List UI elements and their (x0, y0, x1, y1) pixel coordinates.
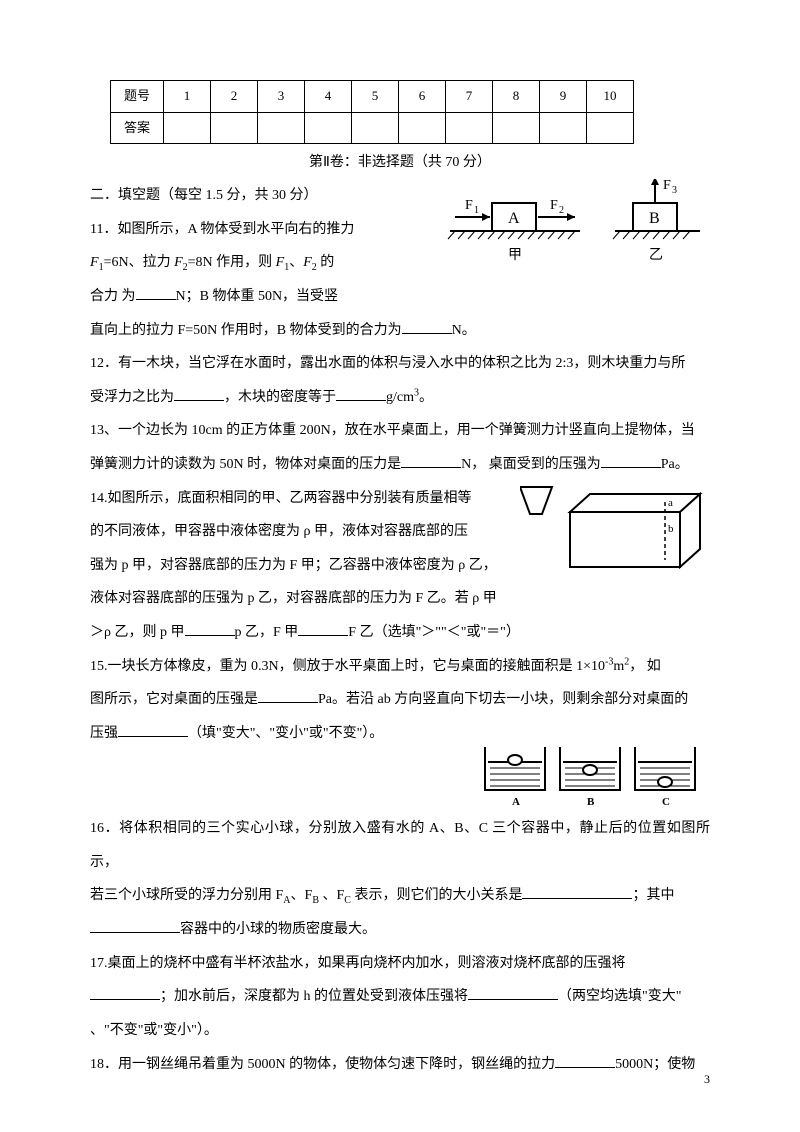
col-num: 4 (305, 81, 352, 113)
q16-line2: 若三个小球所受的浮力分别用 FA、FB 、FC 表示，则它们的大小关系是；其中 (90, 879, 710, 913)
svg-text:b: b (668, 523, 674, 535)
blank (336, 386, 386, 401)
q11-line3: 合力 为N；B 物体重 50N，当受竖 (90, 280, 710, 314)
blank (174, 386, 224, 401)
col-num: 6 (399, 81, 446, 113)
answer-table: 题号 1 2 3 4 5 6 7 8 9 10 答案 (110, 80, 634, 144)
row-label: 答案 (111, 112, 164, 144)
q16-line3: 容器中的小球的物质密度最大。 (90, 913, 710, 947)
q12-line1: 12．有一木块，当它浮在水面时，露出水面的体积与浸入水中的体积之比为 2:3，则… (90, 347, 710, 381)
q15-line2: 图所示，它对桌面的压强是Pa。若沿 ab 方向竖直向下切去一小块，则剩余部分对桌… (90, 683, 710, 717)
q13-line1: 13、一个边长为 10cm 的正方体重 200N，放在水平桌面上，用一个弹簧测力… (90, 414, 710, 448)
svg-text:1: 1 (474, 205, 479, 216)
figure-q14: a b (520, 482, 710, 592)
svg-text:F: F (550, 198, 558, 213)
figure-q16: A B C (480, 742, 710, 812)
col-num: 1 (164, 81, 211, 113)
q16-line1: 16．将体积相同的三个实心小球，分别放入盛有水的 A、B、C 三个容器中，静止后… (90, 812, 710, 879)
blank (402, 319, 452, 334)
blank (258, 688, 318, 703)
col-num: 5 (352, 81, 399, 113)
svg-text:F: F (465, 198, 473, 213)
q11-line4: 直向上的拉力 F=50N 作用时，B 物体受到的合力为N。 (90, 314, 710, 348)
q12-line2: 受浮力之比为，木块的密度等于g/cm3。 (90, 381, 710, 415)
q13-line2: 弹簧测力计的读数为 50N 时，物体对桌面的压力是N， 桌面受到的压强为Pa。 (90, 448, 710, 482)
blank (298, 621, 348, 636)
blank (468, 985, 558, 1000)
svg-text:C: C (662, 796, 670, 808)
col-num: 3 (258, 81, 305, 113)
blank (90, 985, 160, 1000)
q14-line5: ＞ρ 乙，则 p 甲p 乙，F 甲F 乙（选填"＞""＜"或"＝"） (90, 616, 710, 650)
table-row: 题号 1 2 3 4 5 6 7 8 9 10 (111, 81, 634, 113)
svg-text:B: B (587, 796, 595, 808)
svg-text:甲: 甲 (508, 248, 522, 263)
blank (555, 1053, 615, 1068)
blank (136, 285, 176, 300)
q17-line3: 、"不变"或"变小"）。 (90, 1014, 710, 1048)
svg-text:a: a (668, 497, 673, 509)
svg-text:A: A (508, 210, 520, 227)
section-title: 第Ⅱ卷：非选择题（共 70 分） (90, 148, 710, 179)
col-num: 2 (211, 81, 258, 113)
q17-line1: 17.桌面上的烧杯中盛有半杯浓盐水，如果再向烧杯内加水，则溶液对烧杯底部的压强将 (90, 947, 710, 981)
col-num: 10 (587, 81, 634, 113)
svg-text:乙: 乙 (649, 247, 663, 263)
figure-q11: F1 A F2 甲 (430, 179, 710, 269)
blank (401, 453, 461, 468)
blank (118, 722, 188, 737)
blank (185, 621, 235, 636)
svg-text:F: F (663, 179, 671, 193)
blank (601, 453, 661, 468)
page-number: 3 (704, 1066, 710, 1092)
q17-line2: ；加水前后，深度都为 h 的位置处受到液体压强将（两空均选填"变大" (90, 980, 710, 1014)
svg-text:B: B (649, 210, 660, 227)
table-row: 答案 (111, 112, 634, 144)
col-num: 7 (446, 81, 493, 113)
col-num: 9 (540, 81, 587, 113)
svg-text:A: A (512, 796, 520, 808)
row-label: 题号 (111, 81, 164, 113)
q15-line1: 15.一块长方体橡皮，重为 0.3N，侧放于水平桌面上时，它与桌面的接触面积是 … (90, 650, 710, 684)
col-num: 8 (493, 81, 540, 113)
svg-text:2: 2 (559, 205, 564, 216)
blank (522, 884, 632, 899)
q18-line1: 18．用一钢丝绳吊着重为 5000N 的物体，使物体匀速下降时，钢丝绳的拉力50… (90, 1048, 710, 1082)
blank (90, 918, 180, 933)
svg-text:3: 3 (672, 185, 677, 196)
